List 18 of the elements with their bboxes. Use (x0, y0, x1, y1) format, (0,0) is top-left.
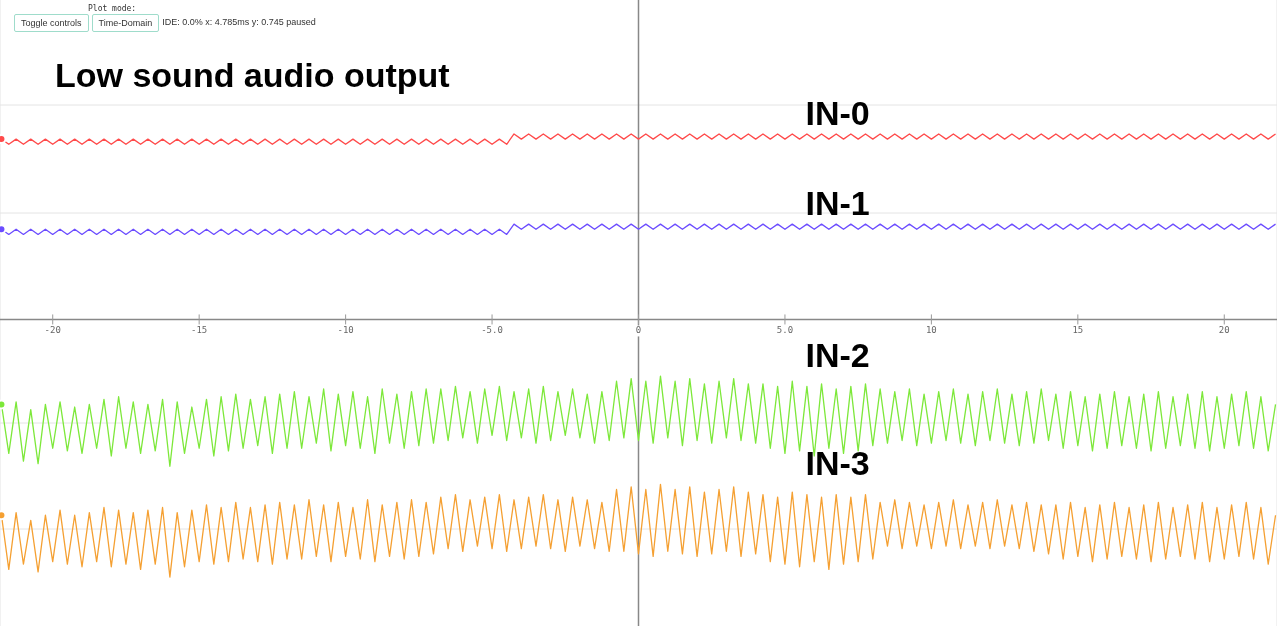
x-tick-label: -15 (191, 325, 208, 336)
x-tick-label: 0 (635, 325, 642, 336)
text: Time-Domain (91, 14, 160, 32)
x-tick-label: 5.0 (776, 325, 794, 336)
x-tick-label: 10 (925, 325, 937, 336)
series-label: IN-0 (805, 93, 870, 132)
text: Plot mode: (88, 4, 137, 13)
text: Toggle controls (14, 14, 89, 32)
x-tick-label: -5.0 (481, 325, 503, 336)
series-label: IN-1 (805, 184, 870, 223)
series-label: IN-3 (805, 444, 870, 483)
chart-title: Low sound audio output (55, 56, 450, 95)
x-tick-label: 15 (1072, 325, 1084, 336)
x-tick-label: -10 (337, 325, 354, 336)
x-tick-label: -20 (44, 325, 61, 336)
text: IDE: 0.0% x: 4.785ms y: 0.745 paused (162, 17, 316, 27)
x-tick-label: 20 (1218, 325, 1230, 336)
series-label: IN-2 (805, 336, 870, 375)
